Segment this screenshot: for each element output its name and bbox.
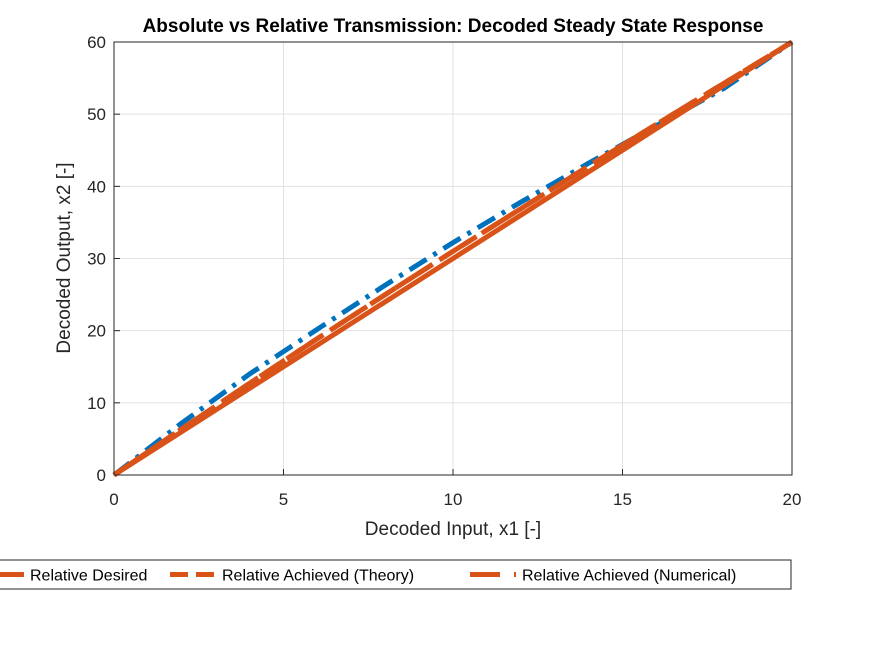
y-tick-label: 10	[87, 394, 106, 413]
y-tick-label: 50	[87, 105, 106, 124]
plot-lines	[112, 39, 794, 478]
legend-label: Relative Achieved (Theory)	[222, 568, 414, 585]
x-tick-label: 10	[444, 490, 463, 509]
legend: Relative Desired Relative Achieved (Theor…	[0, 559, 792, 590]
y-tick-label: 20	[87, 322, 106, 341]
x-tick-label: 0	[109, 490, 118, 509]
x-tick-label: 15	[613, 490, 632, 509]
y-tick-label: 30	[87, 250, 106, 269]
legend-label: Relative Achieved (Numerical)	[522, 568, 736, 585]
y-axis-label: Decoded Output, x2 [-]	[54, 162, 75, 353]
x-tick-label: 20	[783, 490, 802, 509]
axis-ticks: 0 5 10 15 20 0 10 20 30 40 50 60	[87, 33, 801, 509]
series-line-3	[112, 39, 794, 478]
legend-label: Relative Desired	[30, 568, 147, 585]
x-tick-label: 5	[279, 490, 288, 509]
chart-title: Absolute vs Relative Transmission: Decod…	[143, 16, 764, 37]
y-tick-label: 60	[87, 33, 106, 52]
series-line-1	[112, 39, 794, 478]
y-tick-label: 0	[97, 466, 106, 485]
x-axis-label: Decoded Input, x1 [-]	[365, 519, 541, 540]
y-tick-label: 40	[87, 177, 106, 196]
legend-box	[0, 559, 792, 590]
